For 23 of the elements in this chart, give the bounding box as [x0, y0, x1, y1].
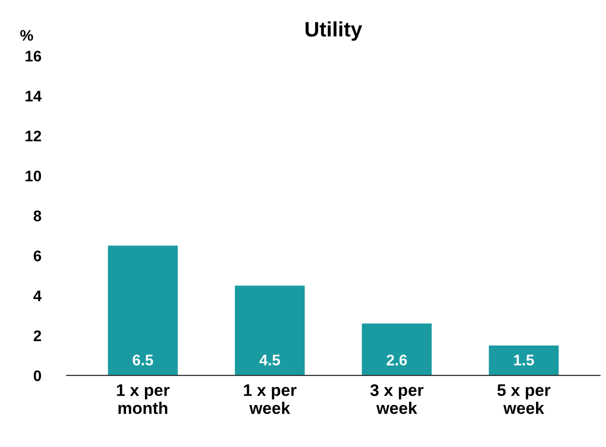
- y-tick-label: 16: [26, 50, 42, 62]
- y-tick-label: 2: [34, 330, 42, 342]
- data-label: 4.5: [259, 354, 280, 366]
- bar: [234, 286, 305, 376]
- y-tick-label: 0: [34, 370, 42, 382]
- x-tick-label: 1 x per month: [117, 384, 170, 414]
- y-tick-label: 6: [34, 250, 42, 262]
- bar: [362, 324, 432, 376]
- bar: [488, 346, 559, 376]
- data-label: 6.5: [132, 354, 154, 366]
- x-tick-label: 3 x per week: [370, 384, 424, 414]
- bar: [108, 246, 178, 376]
- y-tick-label: 12: [26, 130, 42, 142]
- x-tick-label: 5 x per week: [497, 384, 550, 414]
- y-tick-label: 14: [26, 90, 42, 102]
- y-axis-title: %: [20, 30, 34, 41]
- data-label: 1.5: [514, 354, 534, 366]
- y-tick-label: 4: [33, 290, 42, 302]
- x-tick-label: 1 x per week: [244, 384, 296, 414]
- y-tick-label: 10: [26, 170, 42, 182]
- y-tick-label: 8: [34, 210, 42, 222]
- data-label: 2.6: [386, 354, 407, 366]
- chart-title: Utility: [306, 21, 362, 41]
